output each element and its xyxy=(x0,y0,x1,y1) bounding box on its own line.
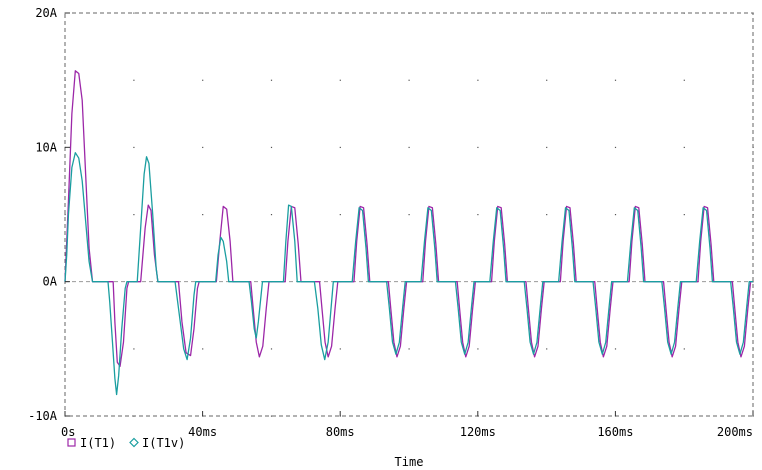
grid-dot xyxy=(546,12,548,14)
grid-dot xyxy=(546,146,548,149)
grid-dot xyxy=(408,348,410,350)
grid-dot xyxy=(752,12,754,14)
grid-dot xyxy=(339,214,341,216)
grid-dot xyxy=(477,146,479,149)
x-tick-label: 0s xyxy=(61,425,75,439)
grid-dot xyxy=(202,348,204,350)
legend-marker-diamond xyxy=(129,437,139,448)
grid-dot xyxy=(64,79,66,81)
grid-dot xyxy=(614,12,617,14)
grid-dot xyxy=(339,12,341,14)
grid-dot xyxy=(752,415,754,417)
grid-dot xyxy=(408,12,410,14)
grid-dot xyxy=(477,415,479,417)
grid-dot xyxy=(270,79,273,81)
legend-marker-square xyxy=(67,438,76,447)
grid-dot xyxy=(408,415,410,417)
grid-dot xyxy=(202,12,204,14)
grid-dot xyxy=(683,146,685,149)
grid-dot xyxy=(133,415,135,417)
grid-dot xyxy=(614,214,617,216)
x-tick-label: 120ms xyxy=(460,425,496,439)
grid-dot xyxy=(477,214,479,216)
legend-label: I(T1) xyxy=(80,436,116,450)
grid-dot xyxy=(683,348,685,350)
grid-dot xyxy=(202,415,204,417)
grid-dot xyxy=(683,12,685,14)
grid-dot xyxy=(683,415,685,417)
grid-dot xyxy=(133,79,135,81)
grid-dot xyxy=(752,281,754,283)
x-tick-label: 200ms xyxy=(717,425,753,439)
grid-dot xyxy=(339,79,341,81)
grid-dot xyxy=(270,146,273,149)
grid-dot xyxy=(202,79,204,81)
grid-dot xyxy=(133,146,135,149)
grid-dot xyxy=(477,12,479,14)
grid-dot xyxy=(408,79,410,81)
x-tick-label: 40ms xyxy=(188,425,217,439)
grid-dot xyxy=(683,214,685,216)
grid-dot xyxy=(614,146,617,149)
y-tick-label: -10A xyxy=(28,409,58,423)
legend: I(T1) I(T1v) xyxy=(67,436,185,450)
legend-label: I(T1v) xyxy=(142,436,185,450)
grid-dot xyxy=(202,214,204,216)
grid-dot xyxy=(408,146,410,149)
grid-dot xyxy=(477,79,479,81)
y-tick-label: 0A xyxy=(43,275,58,289)
grid-dot xyxy=(408,214,410,216)
grid-dot xyxy=(614,348,617,350)
grid-dot xyxy=(64,348,66,350)
series-line-2 xyxy=(64,152,753,396)
grid-dot xyxy=(270,415,273,417)
grid xyxy=(64,12,754,417)
grid-dot xyxy=(614,415,617,417)
grid-dot xyxy=(752,214,754,216)
x-tick-label: 80ms xyxy=(326,425,355,439)
grid-dot xyxy=(752,79,754,81)
grid-dot xyxy=(270,214,273,216)
grid-dot xyxy=(614,79,617,81)
grid-dot xyxy=(202,146,204,149)
grid-dot xyxy=(270,12,273,14)
grid-dot xyxy=(546,214,548,216)
grid-dot xyxy=(477,348,479,350)
grid-dot xyxy=(546,415,548,417)
grid-dot xyxy=(339,415,341,417)
grid-dot xyxy=(133,348,135,350)
grid-dot xyxy=(683,79,685,81)
grid-dot xyxy=(752,348,754,350)
grid-dot xyxy=(64,214,66,216)
ticks-layer: 0s 40ms 80ms 120ms 160ms 200ms -10A 0A 10A 20A xyxy=(28,6,754,439)
grid-dot xyxy=(339,348,341,350)
grid-dot xyxy=(339,146,341,149)
series-line-1 xyxy=(64,70,753,367)
series-layer xyxy=(64,70,753,396)
y-tick-label: 20A xyxy=(35,6,57,20)
y-tick-label: 10A xyxy=(35,140,57,154)
grid-dot xyxy=(752,146,754,149)
grid-dot xyxy=(133,214,135,216)
grid-dot xyxy=(270,348,273,350)
x-axis-label: Time xyxy=(395,455,424,469)
x-tick-label: 160ms xyxy=(597,425,633,439)
grid-dot xyxy=(133,12,135,14)
grid-dot xyxy=(546,79,548,81)
grid-dot xyxy=(546,348,548,350)
